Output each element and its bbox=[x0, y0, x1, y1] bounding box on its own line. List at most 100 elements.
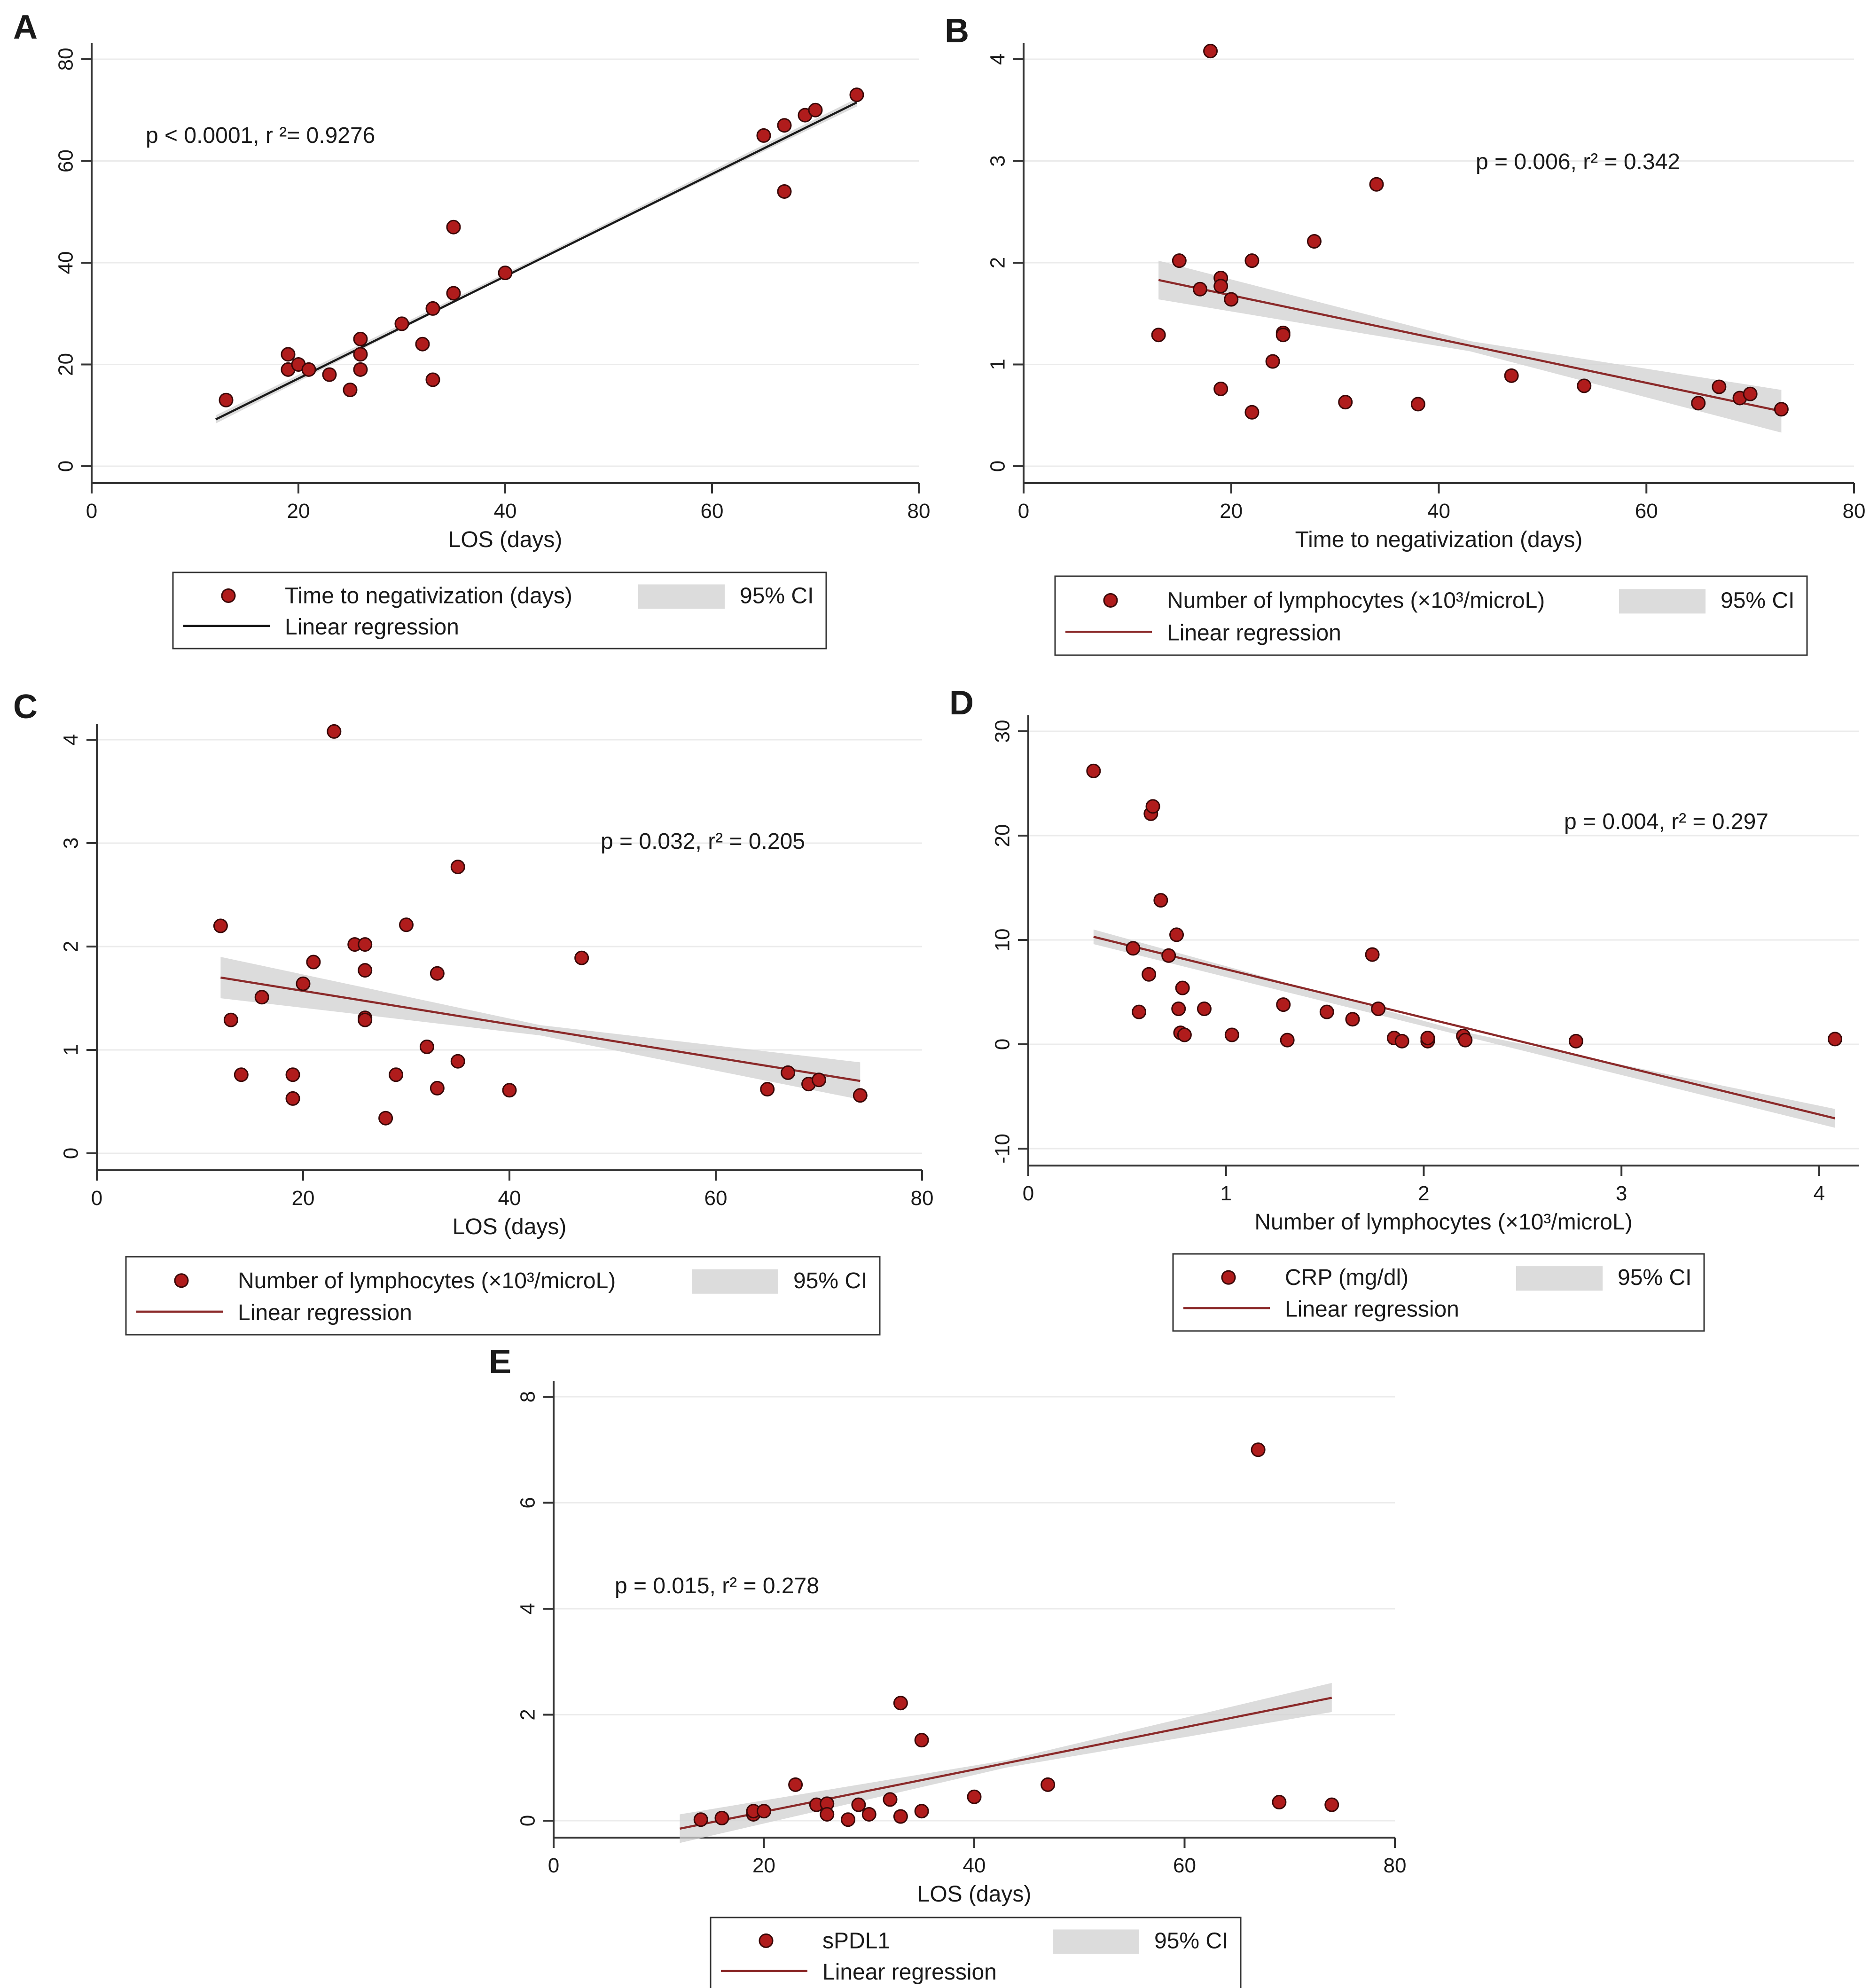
data-point bbox=[296, 976, 311, 991]
data-point bbox=[502, 1083, 517, 1098]
data-point bbox=[1203, 44, 1218, 59]
data-point bbox=[450, 860, 465, 875]
data-point bbox=[446, 286, 461, 301]
x-tick-label: 0 bbox=[1018, 500, 1029, 523]
panel-d: D -10 0 10 20 30 0 1 2 3 4 Number of lymphocytes (×… bbox=[949, 684, 1859, 1332]
panel-label-e: E bbox=[489, 1343, 511, 1381]
data-point bbox=[1161, 948, 1176, 963]
legend-ci-swatch bbox=[692, 1269, 778, 1294]
y-tick-label: 3 bbox=[986, 155, 1009, 166]
data-point bbox=[1504, 368, 1519, 383]
x-tick-label: 60 bbox=[1173, 1854, 1196, 1877]
legend-point-marker bbox=[1103, 593, 1118, 608]
data-point bbox=[389, 1067, 404, 1082]
data-point bbox=[914, 1733, 929, 1748]
y-tick-label: 2 bbox=[60, 941, 83, 952]
data-point bbox=[777, 118, 792, 133]
stats-annotation: p = 0.006, r² = 0.342 bbox=[1476, 149, 1680, 174]
x-tick-label: 20 bbox=[752, 1854, 775, 1877]
regression-line bbox=[220, 976, 861, 1082]
data-point bbox=[1774, 402, 1789, 417]
data-point bbox=[425, 301, 440, 316]
data-point bbox=[223, 1012, 238, 1027]
data-point bbox=[1172, 253, 1187, 268]
data-point bbox=[1280, 1033, 1295, 1048]
y-tick-label: 6 bbox=[516, 1497, 540, 1508]
y-tick-label: 30 bbox=[991, 720, 1014, 743]
data-point bbox=[760, 1082, 775, 1097]
data-point bbox=[1175, 980, 1190, 995]
x-tick-label: 0 bbox=[1023, 1182, 1034, 1205]
data-point bbox=[285, 1091, 300, 1106]
data-point bbox=[430, 1080, 445, 1096]
data-point bbox=[853, 1088, 868, 1103]
y-tick-label: 1 bbox=[986, 359, 1009, 370]
panel-label-c: C bbox=[13, 688, 38, 726]
data-point bbox=[756, 128, 771, 143]
y-tick-label: 0 bbox=[55, 461, 78, 472]
x-tick-label: 20 bbox=[292, 1187, 315, 1210]
y-tick-label: 20 bbox=[55, 353, 78, 376]
y-tick-label: 20 bbox=[991, 824, 1014, 847]
y-tick-label: 10 bbox=[991, 929, 1014, 952]
data-point bbox=[394, 316, 409, 331]
data-point bbox=[1369, 177, 1384, 192]
stats-annotation: p = 0.015, r² = 0.278 bbox=[615, 1573, 819, 1598]
stats-annotation: p = 0.032, r² = 0.205 bbox=[601, 829, 805, 854]
x-axis-label: LOS (days) bbox=[448, 527, 563, 552]
data-point bbox=[1041, 1777, 1056, 1792]
regression-line bbox=[215, 101, 857, 421]
data-point bbox=[893, 1809, 908, 1824]
data-point bbox=[450, 1054, 465, 1069]
y-tick-label: 4 bbox=[60, 734, 83, 745]
data-point bbox=[1213, 279, 1228, 294]
data-point bbox=[1251, 1442, 1266, 1457]
data-point bbox=[358, 963, 373, 978]
data-point bbox=[1743, 386, 1758, 401]
data-point bbox=[281, 347, 296, 362]
data-point bbox=[1319, 1004, 1334, 1019]
y-tick-label: 0 bbox=[516, 1815, 540, 1826]
legend-ci-swatch bbox=[1053, 1929, 1139, 1954]
x-tick-label: 20 bbox=[287, 500, 310, 523]
x-tick-label: 40 bbox=[498, 1187, 521, 1210]
x-tick-label: 20 bbox=[1220, 500, 1243, 523]
regression-line bbox=[680, 1697, 1332, 1830]
data-point bbox=[1272, 1795, 1287, 1810]
legend-ci-label: 95% CI bbox=[1618, 1265, 1691, 1290]
legend-line-label: Linear regression bbox=[285, 615, 459, 640]
data-point bbox=[1828, 1032, 1843, 1047]
y-tick-label: 4 bbox=[516, 1603, 540, 1614]
data-point bbox=[861, 1807, 876, 1822]
x-tick-label: 80 bbox=[1384, 1854, 1407, 1877]
x-tick-label: 80 bbox=[908, 500, 931, 523]
x-tick-label: 2 bbox=[1418, 1182, 1429, 1205]
data-point bbox=[1275, 328, 1291, 343]
data-point bbox=[415, 337, 430, 352]
y-tick-label: 1 bbox=[60, 1044, 83, 1056]
data-point bbox=[812, 1072, 826, 1088]
x-tick-label: 40 bbox=[963, 1854, 986, 1877]
x-axis-label: Number of lymphocytes (×10³/microL) bbox=[1254, 1210, 1632, 1235]
y-tick-label: 0 bbox=[991, 1039, 1014, 1050]
ci-band bbox=[1093, 929, 1835, 1128]
data-point bbox=[301, 362, 316, 377]
data-point bbox=[841, 1812, 855, 1827]
data-point bbox=[777, 184, 792, 199]
x-axis-label: Time to negativization (days) bbox=[1295, 527, 1583, 552]
regression-line bbox=[1093, 936, 1836, 1119]
legend-ci-swatch bbox=[1516, 1266, 1603, 1291]
y-tick-label: 40 bbox=[55, 251, 78, 274]
legend-point-marker bbox=[759, 1933, 774, 1948]
data-point bbox=[353, 347, 368, 362]
data-point bbox=[781, 1065, 796, 1080]
legend-ci-swatch bbox=[638, 584, 725, 609]
x-tick-label: 60 bbox=[701, 500, 724, 523]
x-tick-label: 80 bbox=[1843, 500, 1866, 523]
data-point bbox=[1265, 354, 1280, 369]
data-point bbox=[399, 917, 414, 932]
